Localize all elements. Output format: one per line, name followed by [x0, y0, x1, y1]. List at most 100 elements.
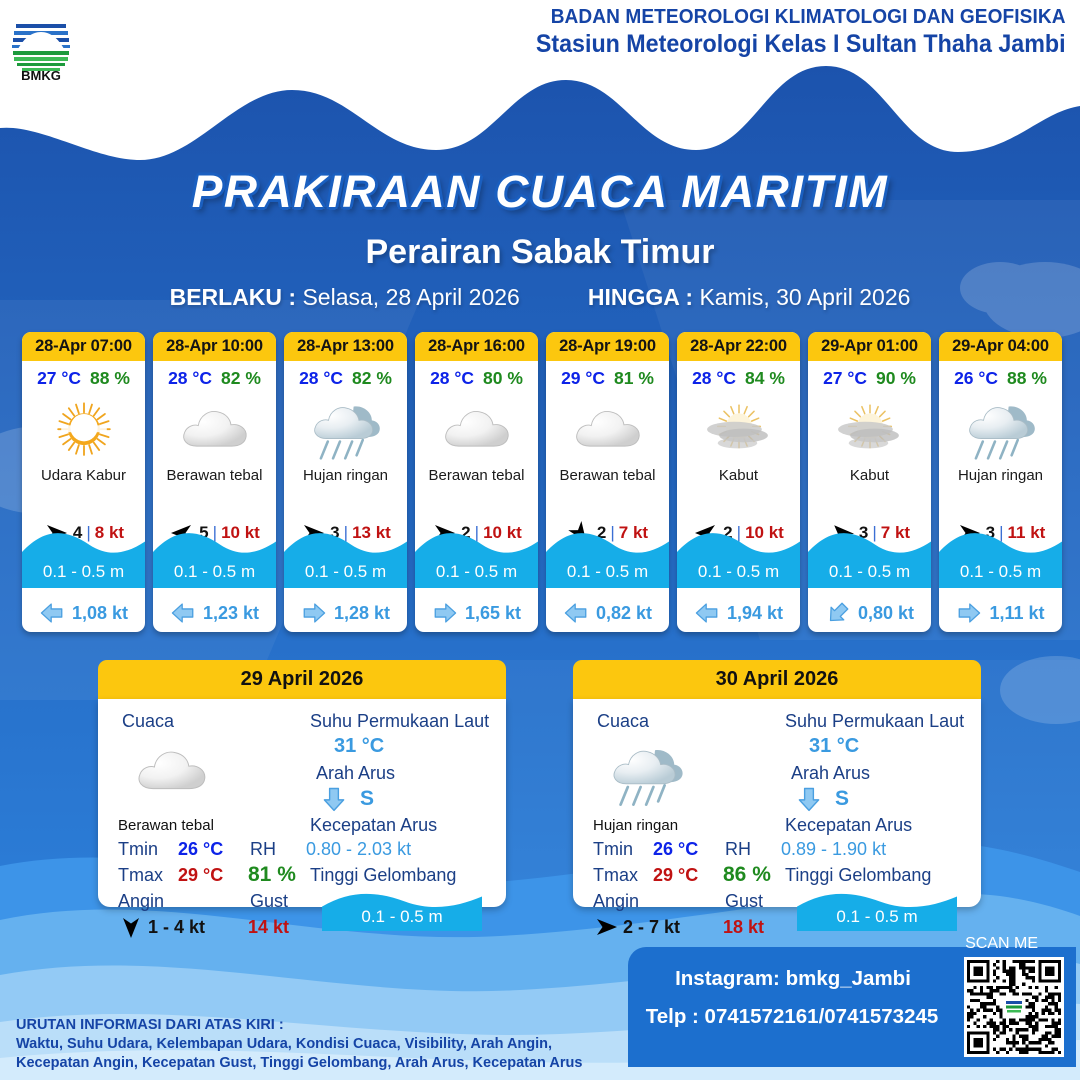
card-wind-beaufort: 3	[330, 523, 340, 542]
card-current-speed: 0,80 kt	[857, 602, 915, 623]
card-wave-height: 0.1 - 0.5 m	[435, 562, 518, 581]
daily-wave-height: 0.1 - 0.5 m	[361, 907, 443, 926]
daily-weather-label: Berawan tebal	[118, 817, 214, 834]
card-wave-band: 0.1 - 0.5 m	[284, 526, 407, 588]
arrow-west-icon	[39, 600, 65, 626]
card-temp-humidity: 26 °C 88 %	[939, 361, 1062, 389]
instagram-handle[interactable]: Instagram: bmkg_Jambi	[675, 967, 911, 990]
card-current-row: 1,23 kt	[153, 600, 276, 626]
haze-sun-icon	[22, 393, 145, 465]
card-current-speed: 1,23 kt	[202, 602, 260, 623]
arrow-down-icon	[320, 785, 348, 813]
daily-wave-band: 0.1 - 0.5 m	[322, 889, 482, 931]
fog-icon	[677, 393, 800, 465]
card-wind-beaufort: 2	[723, 523, 733, 542]
page-subtitle: Perairan Sabak Timur	[365, 233, 715, 271]
card-wave-height: 0.1 - 0.5 m	[173, 562, 256, 581]
card-weather-label: Hujan ringan	[957, 467, 1044, 484]
daily-gust-label: Gust	[250, 891, 289, 911]
daily-tmax-label: Tmax	[593, 865, 638, 885]
arrow-west-icon	[563, 600, 589, 626]
cloudy-icon	[415, 393, 538, 465]
daily-rh-label: RH	[250, 839, 276, 859]
card-current-speed: 1,28 kt	[333, 602, 391, 623]
arrow-west-icon	[694, 600, 720, 626]
card-weather-label: Kabut	[849, 467, 890, 484]
card-current-row: 1,94 kt	[677, 600, 800, 626]
wind-separator: |	[736, 523, 742, 542]
arrow-east-icon	[956, 600, 982, 626]
bmkg-logo: BMKG	[11, 9, 71, 82]
card-current-row: 1,11 kt	[939, 600, 1062, 626]
scan-me-label: SCAN ME	[965, 935, 1038, 952]
card-wind-speed: 7 kt	[618, 523, 649, 542]
card-current-speed: 1,08 kt	[71, 602, 129, 623]
card-temp-humidity: 28 °C 84 %	[677, 361, 800, 389]
svg-text:BMKG: BMKG	[21, 68, 61, 82]
light-rain-icon	[284, 393, 407, 465]
card-temp-humidity: 29 °C 81 %	[546, 361, 669, 389]
card-temp-humidity: 27 °C 88 %	[22, 361, 145, 389]
card-current-row: 1,65 kt	[415, 600, 538, 626]
arrow-east-icon	[593, 915, 619, 939]
card-current-row: 1,28 kt	[284, 600, 407, 626]
card-current-row: 1,08 kt	[22, 600, 145, 626]
card-temp-humidity: 28 °C 82 %	[284, 361, 407, 389]
valid-from-value: Selasa, 28 April 2026	[302, 284, 520, 310]
arrow-down-icon	[795, 785, 823, 813]
forecast-card: 29-Apr 01:00 27 °C 90 % Kabut 3 | 7 kt 0…	[808, 332, 931, 632]
arrow-southwest-icon	[825, 600, 851, 626]
daily-rh-label: RH	[725, 839, 751, 859]
wind-separator: |	[343, 523, 349, 542]
card-current-speed: 0,82 kt	[595, 602, 653, 623]
cloudy-icon	[132, 739, 212, 801]
legend: URUTAN INFORMASI DARI ATAS KIRI : Waktu,…	[16, 1016, 582, 1073]
legend-title: URUTAN INFORMASI DARI ATAS KIRI :	[16, 1017, 284, 1033]
daily-tmax-value: 29 °C	[178, 865, 224, 885]
card-wave-height: 0.1 - 0.5 m	[697, 562, 780, 581]
card-time: 29-Apr 04:00	[939, 332, 1062, 361]
card-wind-speed: 10 kt	[483, 523, 522, 542]
cloudy-icon	[546, 393, 669, 465]
qr-code[interactable]	[964, 957, 1064, 1057]
card-wind-speed: 7 kt	[880, 523, 911, 542]
forecast-card: 28-Apr 22:00 28 °C 84 % Kabut 2 | 10 kt …	[677, 332, 800, 632]
daily-sst-label: Suhu Permukaan Laut	[785, 711, 965, 731]
card-humidity: 90 %	[876, 368, 916, 388]
card-wave-band: 0.1 - 0.5 m	[808, 526, 931, 588]
card-wave-band: 0.1 - 0.5 m	[677, 526, 800, 588]
card-wave-band: 0.1 - 0.5 m	[546, 526, 669, 588]
legend-line-1: Waktu, Suhu Udara, Kelembapan Udara, Kon…	[16, 1035, 553, 1052]
wind-separator: |	[872, 523, 877, 542]
card-current-speed: 1,94 kt	[726, 602, 784, 623]
daily-gelombang-label: Tinggi Gelombang	[785, 865, 932, 885]
card-wind-speed: 10 kt	[745, 523, 784, 542]
telephone-numbers[interactable]: Telp : 0741572161/0741573245	[645, 1005, 939, 1028]
cloudy-icon	[153, 393, 276, 465]
page-title: PRAKIRAAN CUACA MARITIM	[191, 166, 889, 217]
card-wind-beaufort: 3	[985, 523, 996, 542]
daily-arah-arus-value: S	[360, 787, 375, 810]
valid-from-label: BERLAKU :	[169, 284, 297, 310]
daily-angin-value: 2 - 7 kt	[623, 917, 681, 937]
daily-sst-label: Suhu Permukaan Laut	[310, 711, 490, 731]
card-wave-band: 0.1 - 0.5 m	[415, 526, 538, 588]
card-wind-speed: 10 kt	[221, 523, 260, 542]
forecast-card: 28-Apr 16:00 28 °C 80 % Berawan tebal 2 …	[415, 332, 538, 632]
hourly-forecast-row: 28-Apr 07:00 27 °C 88 % Udara Kabur 4 | …	[22, 332, 1062, 632]
card-current-speed: 1,11 kt	[989, 602, 1045, 623]
arrow-south-icon	[118, 915, 144, 939]
daily-kecepatan-arus-value: 0.80 - 2.03 kt	[306, 839, 412, 859]
card-humidity: 82 %	[352, 368, 392, 388]
forecast-card: 29-Apr 04:00 26 °C 88 % Hujan ringan 3 |…	[939, 332, 1062, 632]
card-temperature: 28 °C	[430, 368, 475, 388]
card-weather-label: Hujan ringan	[302, 467, 389, 484]
card-temp-humidity: 27 °C 90 %	[808, 361, 931, 389]
daily-gust-label: Gust	[725, 891, 764, 911]
card-temp-humidity: 28 °C 80 %	[415, 361, 538, 389]
daily-gust-value: 18 kt	[723, 917, 765, 937]
card-wave-height: 0.1 - 0.5 m	[566, 562, 649, 581]
card-weather-label: Berawan tebal	[166, 467, 263, 484]
card-temperature: 26 °C	[954, 368, 999, 388]
card-weather-label: Kabut	[718, 467, 759, 484]
